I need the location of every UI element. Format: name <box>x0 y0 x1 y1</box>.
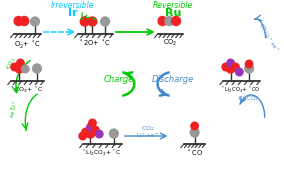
Text: Li$^+$: Li$^+$ <box>10 99 21 111</box>
Text: CO$_2$: CO$_2$ <box>163 38 178 48</box>
Text: $^*$CO: $^*$CO <box>187 148 202 159</box>
Circle shape <box>82 128 89 136</box>
Circle shape <box>165 16 174 26</box>
Circle shape <box>172 16 181 26</box>
Circle shape <box>92 126 99 134</box>
Circle shape <box>95 130 103 138</box>
Circle shape <box>191 122 198 130</box>
Circle shape <box>20 16 29 26</box>
Circle shape <box>88 17 97 26</box>
Text: -CO$_2$: -CO$_2$ <box>4 55 19 72</box>
Text: Discharge: Discharge <box>152 74 194 84</box>
Circle shape <box>222 63 229 71</box>
Text: CO$_2$: CO$_2$ <box>256 21 270 36</box>
Text: Li$^+$+e$^-$: Li$^+$+e$^-$ <box>136 131 159 140</box>
Circle shape <box>80 17 89 26</box>
Circle shape <box>190 128 199 137</box>
Circle shape <box>227 59 234 67</box>
Circle shape <box>101 17 109 26</box>
Text: $^*$Li$_2$CO$_3$+ $^*$C: $^*$Li$_2$CO$_3$+ $^*$C <box>82 148 122 158</box>
Circle shape <box>31 17 39 26</box>
Text: $^*$2O+ $^*$C: $^*$2O+ $^*$C <box>79 38 111 49</box>
Text: Charge: Charge <box>104 74 134 84</box>
Circle shape <box>11 63 18 71</box>
Text: -Li$_2$CO$_3$: -Li$_2$CO$_3$ <box>237 94 259 103</box>
Text: Ru: Ru <box>165 8 181 18</box>
Circle shape <box>86 129 95 138</box>
Text: CO$_2$: CO$_2$ <box>141 124 155 133</box>
Text: +e$^-$: +e$^-$ <box>7 105 18 120</box>
Circle shape <box>245 60 253 68</box>
Text: Li$^+$+e$^-$: Li$^+$+e$^-$ <box>261 31 281 54</box>
Text: Reversible: Reversible <box>153 1 193 10</box>
Circle shape <box>14 16 23 26</box>
Circle shape <box>109 129 118 138</box>
Circle shape <box>15 64 24 73</box>
Circle shape <box>236 68 243 76</box>
Circle shape <box>17 59 24 67</box>
Circle shape <box>226 64 235 73</box>
Text: $^*$CO$_3$+ $^*$C: $^*$CO$_3$+ $^*$C <box>11 85 44 95</box>
Circle shape <box>232 63 239 71</box>
Text: O$_2$+ $^*$C: O$_2$+ $^*$C <box>14 38 41 50</box>
Circle shape <box>89 119 96 127</box>
Circle shape <box>87 123 94 131</box>
Text: $^*$Li$_2$CO$_3$+ $^*$CO: $^*$Li$_2$CO$_3$+ $^*$CO <box>222 85 261 95</box>
Circle shape <box>33 64 41 73</box>
Circle shape <box>245 64 254 73</box>
Circle shape <box>79 132 86 140</box>
Circle shape <box>22 65 29 73</box>
Circle shape <box>158 16 167 26</box>
Text: Irreversible: Irreversible <box>51 1 95 10</box>
Text: Ir: Ir <box>68 8 78 18</box>
